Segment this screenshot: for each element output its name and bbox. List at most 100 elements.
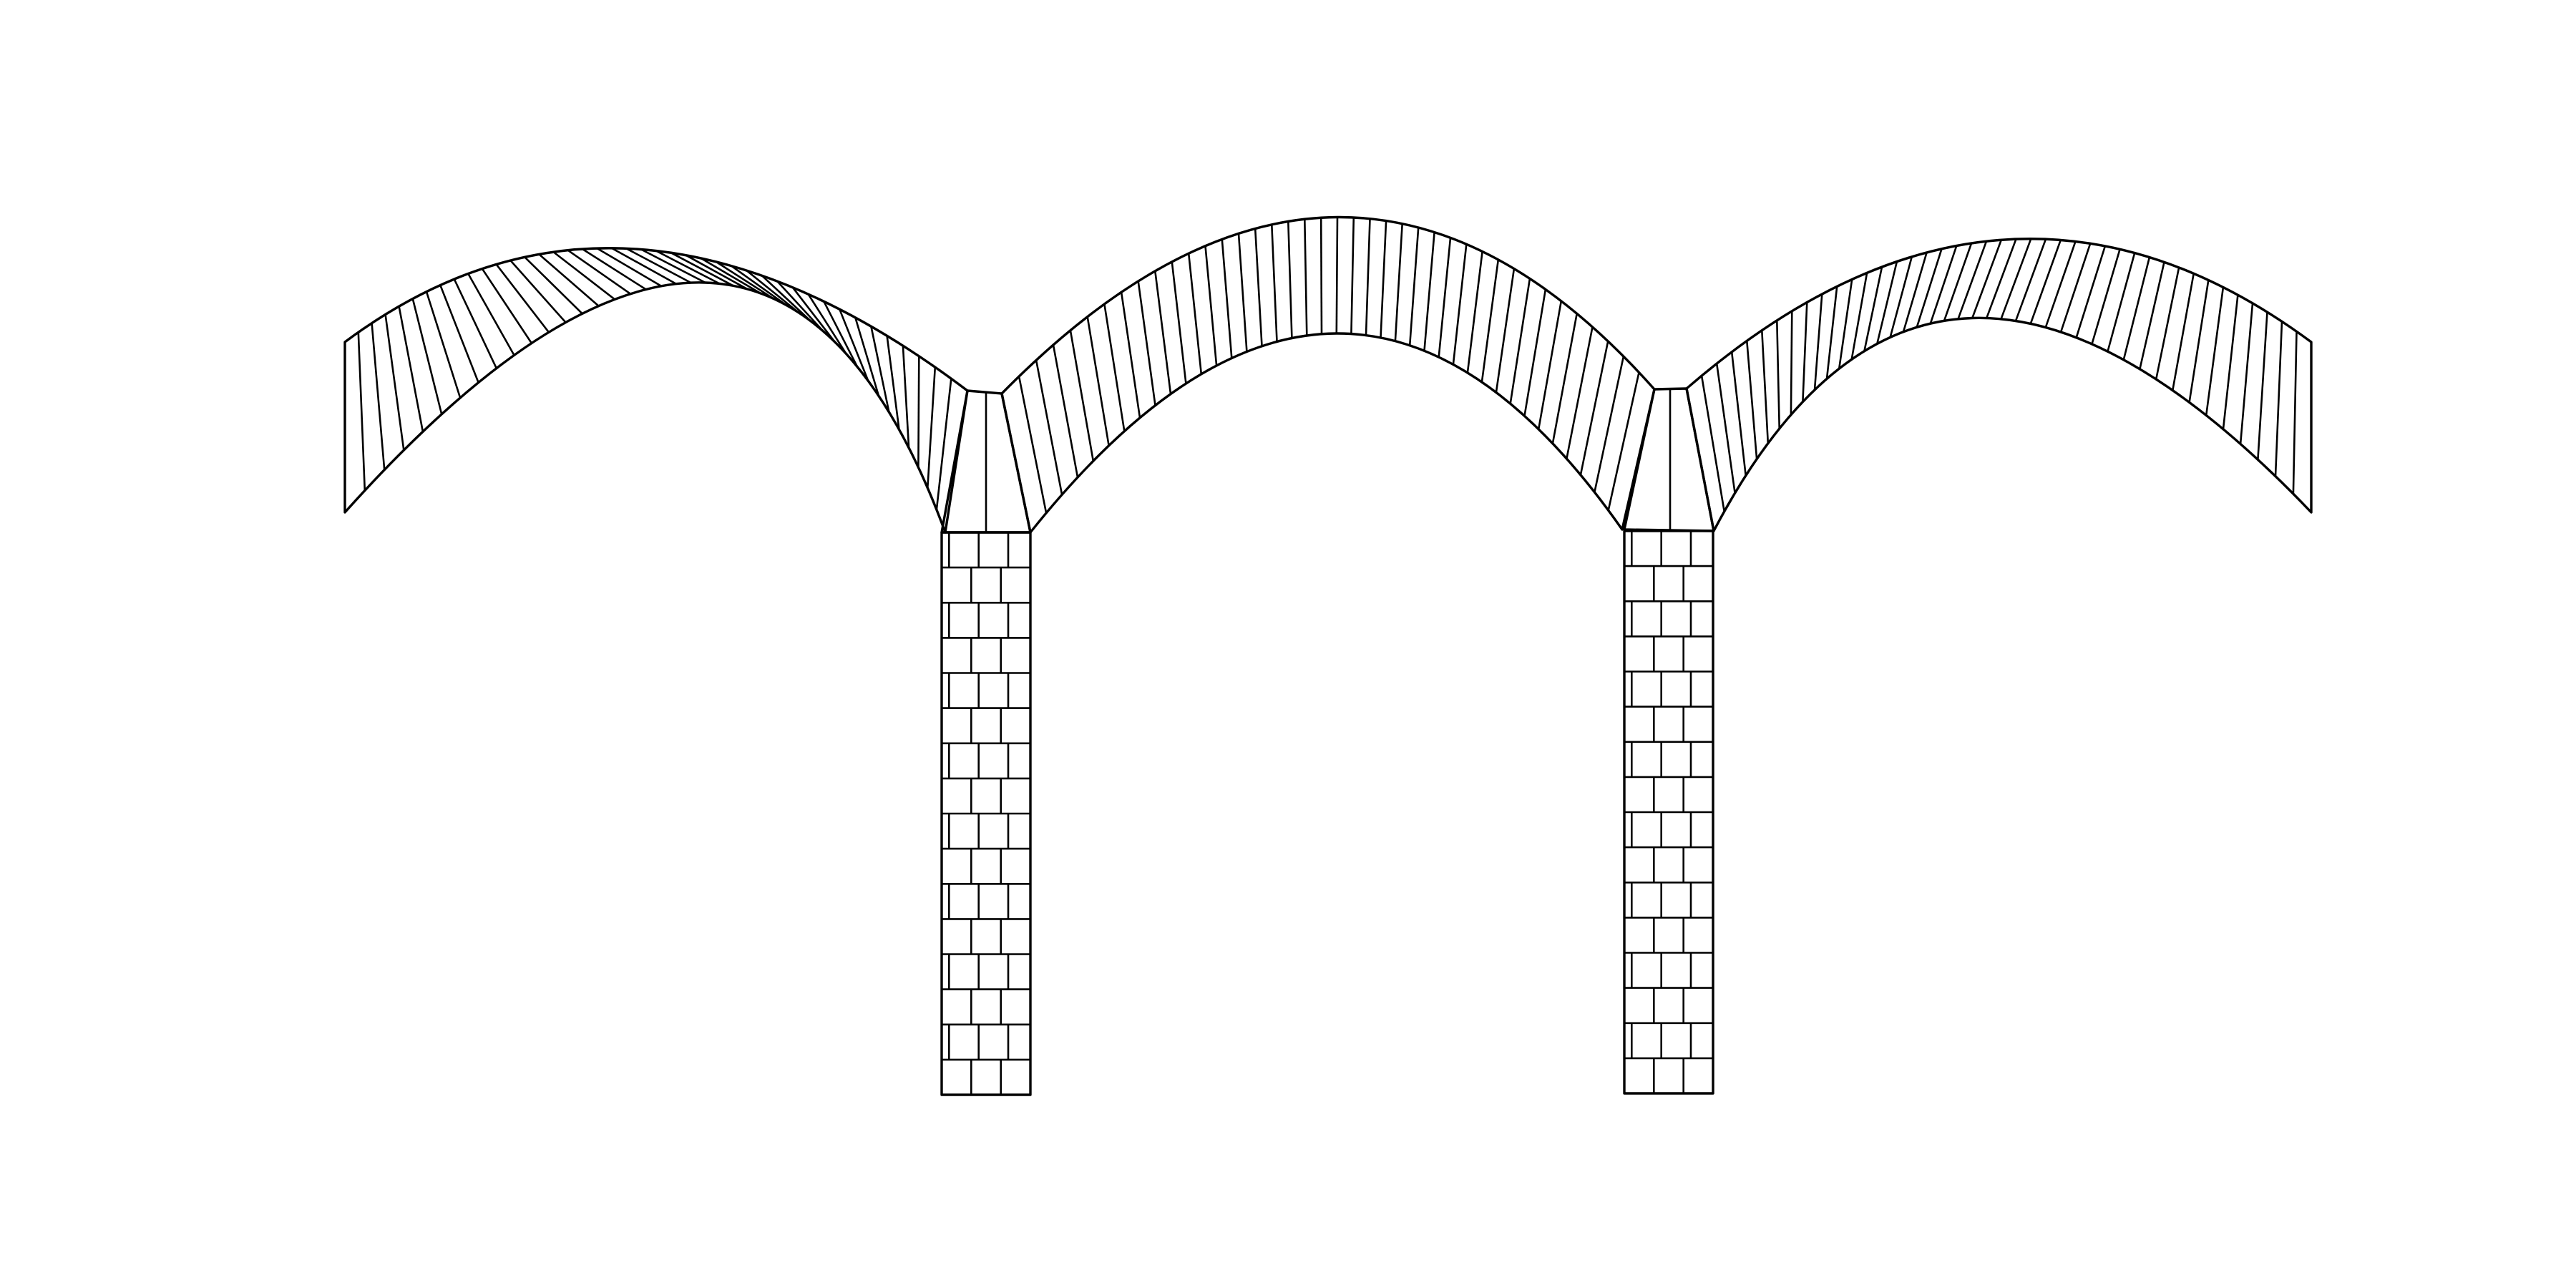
middle-arch-voussoir-joint xyxy=(1254,228,1263,346)
left-arch-voussoir-joint xyxy=(467,273,515,356)
middle-arch-voussoir-joint xyxy=(1480,259,1500,383)
middle-arch-voussoir-joint xyxy=(1452,244,1468,365)
right-arch-voussoir-joint xyxy=(1916,248,1943,328)
left-arch-voussoir-joint xyxy=(927,367,937,488)
right-arch-voussoir-joint xyxy=(1929,245,1958,324)
right-arch-voussoir-joint xyxy=(1825,286,1838,379)
right-pier-bricks xyxy=(1624,531,1713,1093)
left-arch-voussoir-joint xyxy=(453,278,497,369)
middle-arch-voussoir-joint xyxy=(1350,217,1355,334)
middle-arch-voussoir-joint xyxy=(1495,268,1516,393)
left-arch-voussoir-joint xyxy=(807,293,847,354)
left-arch-voussoir-joint xyxy=(552,251,615,301)
right-arch-voussoir-joint xyxy=(1790,311,1793,415)
left-arch xyxy=(343,247,969,534)
middle-arch-voussoir-joint xyxy=(1086,316,1110,447)
left-arch-voussoir-joint xyxy=(746,269,800,313)
right-arch-voussoir-joint xyxy=(1746,341,1758,459)
right-arch-voussoir-joint xyxy=(2014,238,2047,321)
left-arch-voussoir-joint xyxy=(371,323,386,470)
right-arch-voussoir-joint xyxy=(1957,240,1988,320)
right-arch-voussoir-joint xyxy=(2292,331,2298,494)
left-arch-voussoir-joint xyxy=(495,263,550,333)
right-arch-voussoir-joint xyxy=(2257,312,2268,460)
right-arch-voussoir-joint xyxy=(2091,248,2121,345)
middle-arch-voussoir-joint xyxy=(1365,218,1371,336)
middle-arch-voussoir-joint xyxy=(1394,223,1403,341)
left-arch-voussoir-joint xyxy=(582,248,647,291)
left-arch-voussoir-joint xyxy=(886,336,900,430)
right-arch-voussoir-joint xyxy=(2239,303,2254,444)
left-arch-voussoir-joint xyxy=(700,257,761,294)
left-arch-voussoir-joint xyxy=(398,306,424,432)
right-arch xyxy=(1685,238,2313,532)
middle-arch-voussoir-joint xyxy=(1466,251,1483,374)
left-arch-voussoir-joint xyxy=(524,256,583,315)
middle-arch-voussoir-joint xyxy=(1171,261,1187,384)
left-arch-voussoir-joint xyxy=(425,291,462,399)
right-arch-voussoir-joint xyxy=(2274,321,2283,477)
left-arch-voussoir-joint xyxy=(655,250,721,285)
middle-arch-voussoir-joint xyxy=(1120,292,1141,419)
left-arch-voussoir-joint xyxy=(411,298,443,415)
right-arch-voussoir-joint xyxy=(1838,279,1853,369)
middle-arch-voussoir-joint xyxy=(1423,232,1435,351)
right-arch-voussoir-joint xyxy=(2000,238,2032,320)
middle-arch xyxy=(1000,215,1656,534)
right-arch-voussoir-joint xyxy=(2172,273,2195,391)
right-arch-voussoir-joint xyxy=(2222,295,2239,429)
middle-arch-voussoir-joint xyxy=(1035,360,1063,495)
left-arch-voussoir-joint xyxy=(439,285,479,384)
middle-arch-outline xyxy=(1000,215,1656,534)
left-arch-voussoir-joint xyxy=(357,332,366,491)
right-arch-voussoir-joint xyxy=(1761,330,1770,444)
left-arch-voussoir-joint xyxy=(731,265,787,306)
left-arch-voussoir-joint xyxy=(839,308,869,381)
left-arch-voussoir-joint xyxy=(935,379,952,510)
middle-arch-voussoir-joint xyxy=(1221,239,1233,358)
middle-arch-voussoir-joint xyxy=(1594,356,1625,493)
middle-arch-voussoir-joint xyxy=(1579,341,1609,475)
middle-arch-voussoir-joint xyxy=(1551,313,1578,444)
right-arch-voussoir-joint xyxy=(1889,256,1913,338)
middle-arch-voussoir-joint xyxy=(1304,219,1308,336)
left-springer-block xyxy=(940,389,1032,534)
right-arch-voussoir-joint xyxy=(2122,257,2151,361)
left-arch-voussoir-joint xyxy=(611,247,677,285)
left-arch-voussoir-joint xyxy=(791,287,836,343)
right-arch-voussoir-joint xyxy=(1902,252,1928,333)
left-arch-voussoir-joint xyxy=(640,248,706,284)
middle-arch-voussoir-joint xyxy=(1052,344,1079,478)
right-arch-voussoir-joint xyxy=(1802,302,1808,402)
middle-arch-voussoir-joint xyxy=(1438,238,1452,358)
middle-arch-voussoir-joint xyxy=(1069,330,1095,462)
left-arch-voussoir-joint xyxy=(854,317,880,396)
left-arch-voussoir-joint xyxy=(917,356,920,468)
left-arch-outline xyxy=(343,247,969,534)
right-arch-voussoir-joint xyxy=(1850,273,1868,360)
right-arch-voussoir-joint xyxy=(2044,240,2077,328)
left-arch-voussoir-joint xyxy=(384,314,405,451)
middle-arch-voussoir-joint xyxy=(1607,372,1640,511)
middle-arch-voussoir-joint xyxy=(1187,253,1203,374)
middle-arch-voussoir-joint xyxy=(1287,221,1293,338)
middle-arch-voussoir-joint xyxy=(1537,301,1563,430)
middle-arch-voussoir-joint xyxy=(1408,227,1420,346)
right-arch-voussoir-joint xyxy=(2188,280,2210,403)
middle-arch-voussoir-joint xyxy=(1204,245,1218,366)
left-arch-voussoir-joint xyxy=(538,253,600,307)
right-arch-voussoir-joint xyxy=(2139,262,2165,370)
left-arch-voussoir-joint xyxy=(761,275,812,322)
left-pier-bricks xyxy=(942,532,1030,1095)
left-arch-voussoir-joint xyxy=(823,301,859,367)
right-arch-voussoir-joint xyxy=(1776,320,1780,429)
right-arch-voussoir-joint xyxy=(1730,351,1747,476)
middle-arch-voussoir-joint xyxy=(1018,376,1048,514)
left-arch-voussoir-joint xyxy=(670,252,734,287)
middle-arch-voussoir-joint xyxy=(1566,326,1594,459)
left-arch-voussoir-joint xyxy=(567,249,631,295)
left-arch-voussoir-joint xyxy=(902,346,910,448)
left-arch-voussoir-joint xyxy=(509,260,567,323)
right-arch-voussoirs xyxy=(1700,238,2298,512)
